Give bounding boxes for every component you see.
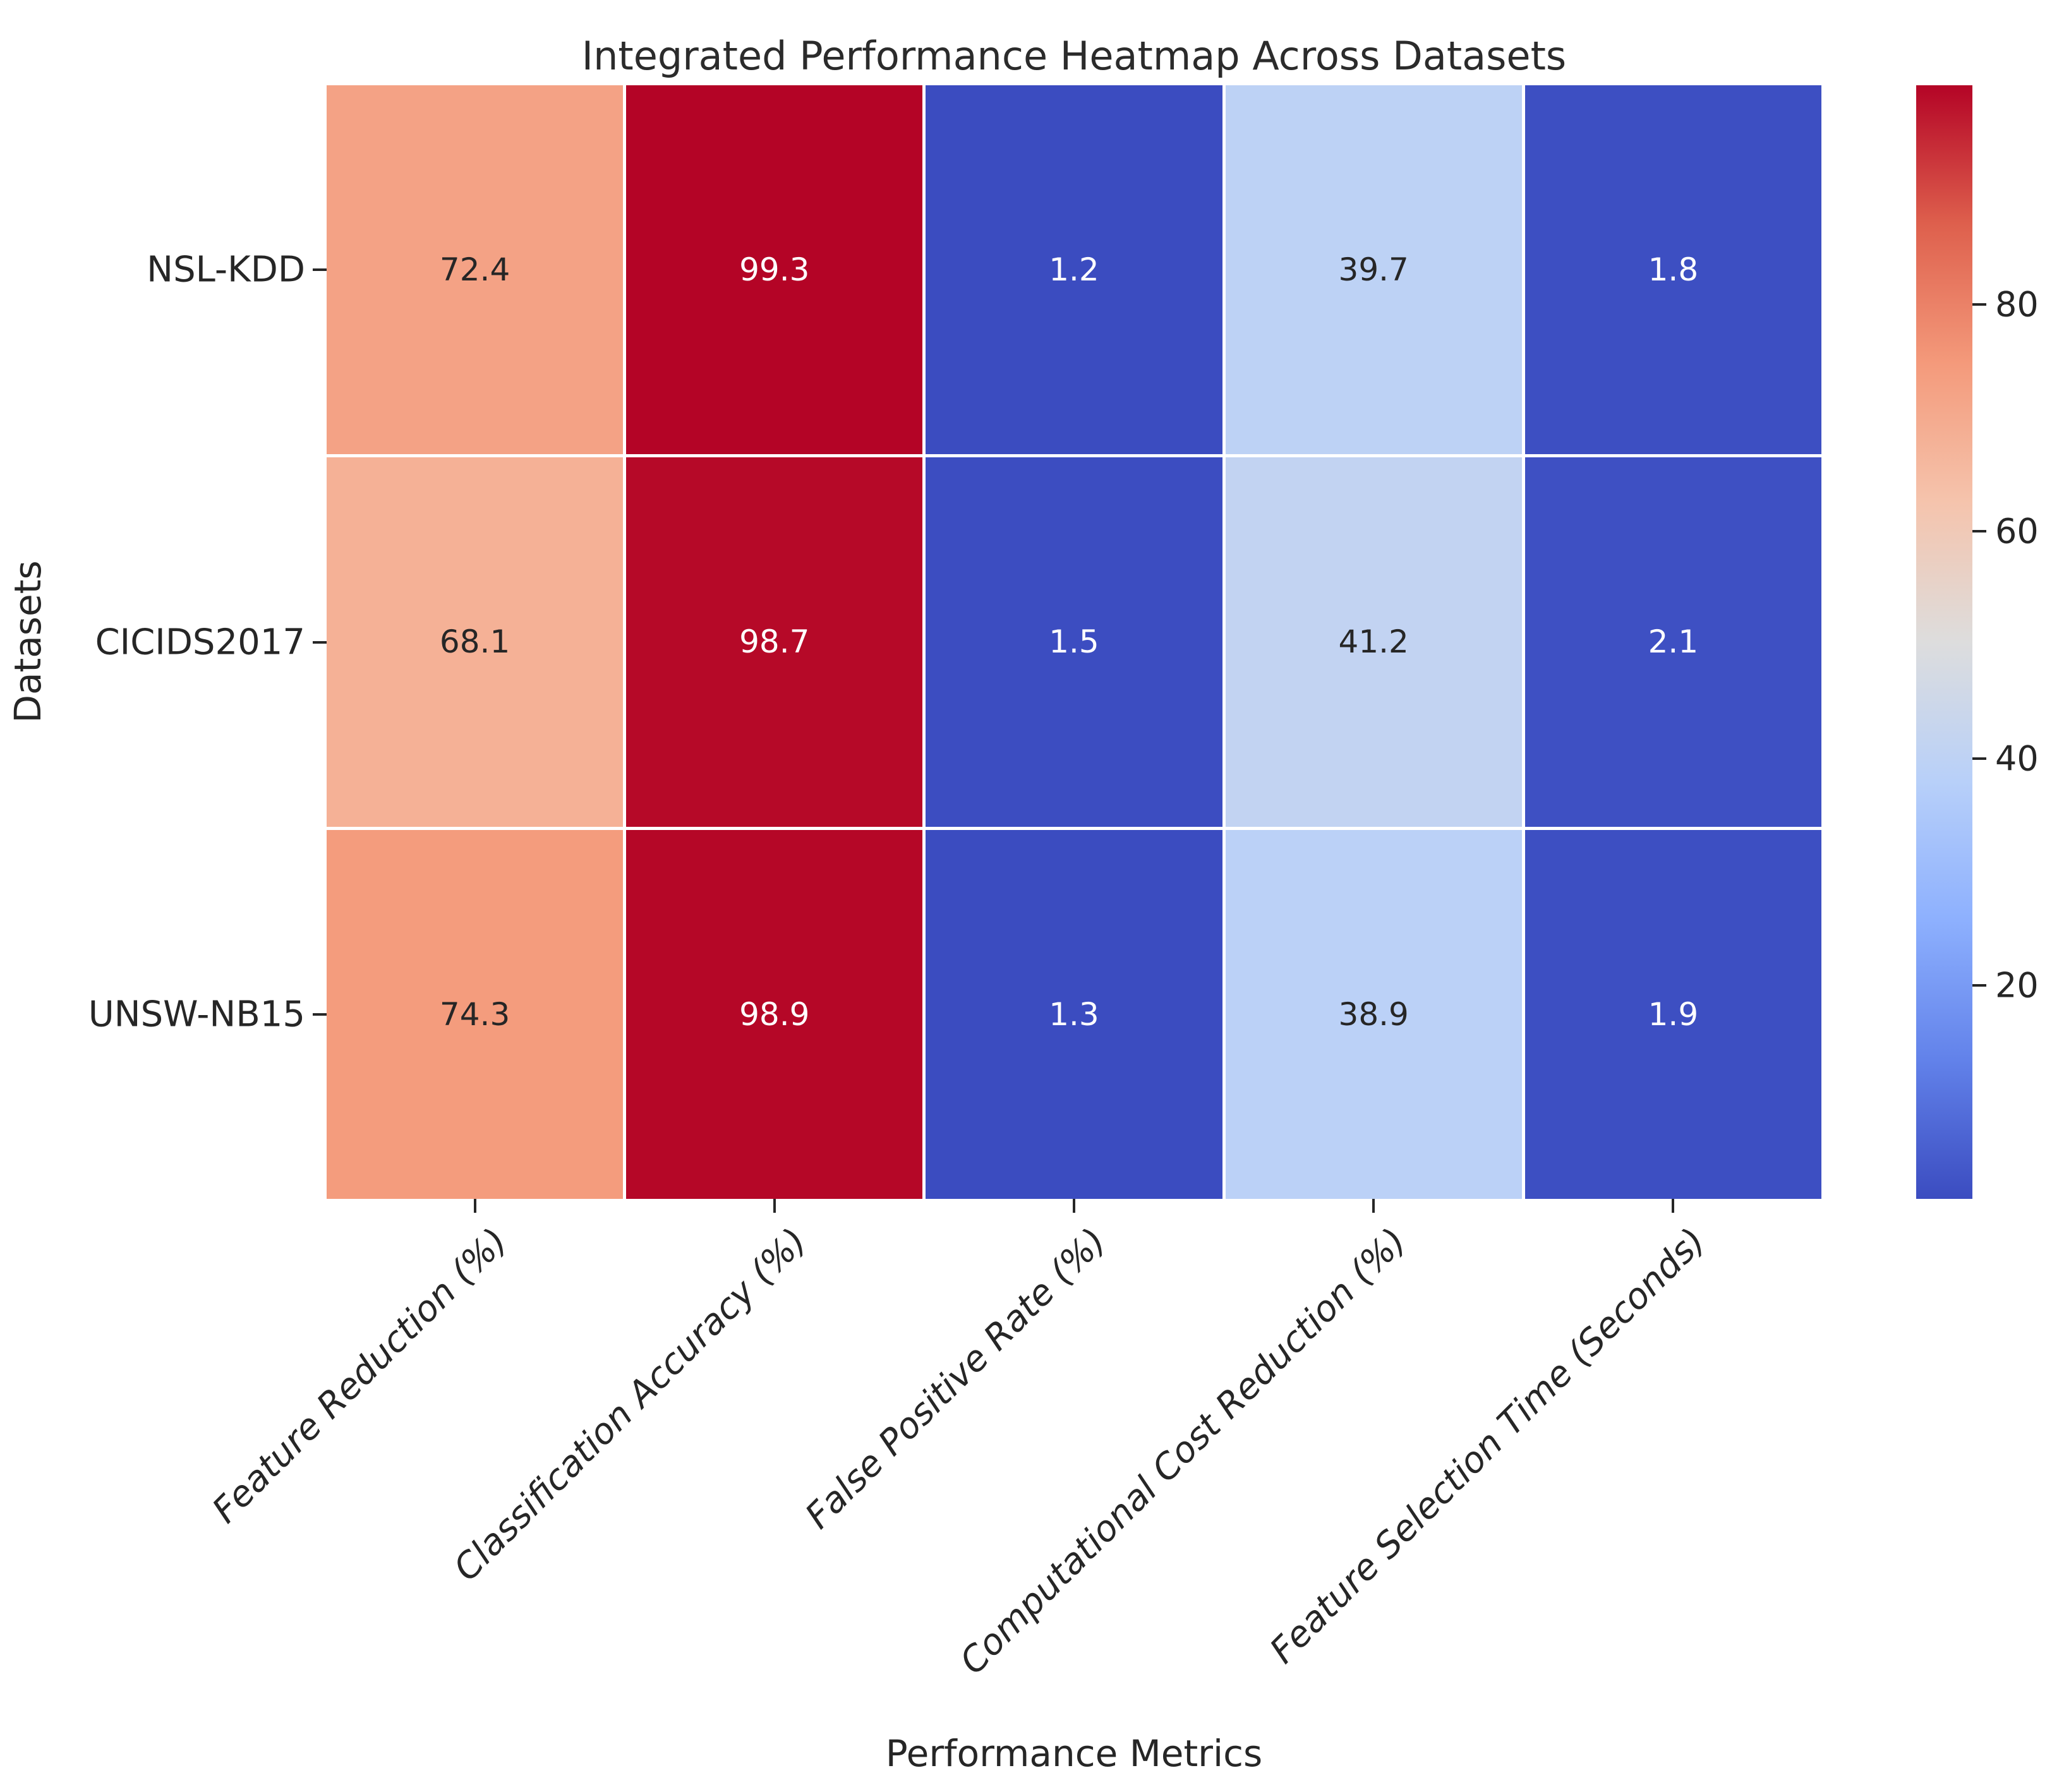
cell-value-label: 98.7 xyxy=(739,623,810,661)
y-tick-label: NSL-KDD xyxy=(147,249,305,291)
x-tick-label: False Positive Rate (%) xyxy=(797,1220,1114,1537)
colorbar xyxy=(1916,85,1972,1199)
heatmap-cell: 1.8 xyxy=(1524,85,1821,455)
cell-value-label: 41.2 xyxy=(1338,623,1409,661)
x-axis-title: Performance Metrics xyxy=(885,1732,1263,1775)
cell-value-label: 1.9 xyxy=(1648,995,1699,1033)
cell-value-label: 38.9 xyxy=(1338,995,1409,1033)
cell-value-label: 98.9 xyxy=(739,995,810,1033)
x-tick-label: Feature Reduction (%) xyxy=(204,1220,516,1532)
heatmap-cell: 98.9 xyxy=(626,829,923,1199)
heatmap-cell: 1.2 xyxy=(926,85,1222,455)
heatmap-cell: 38.9 xyxy=(1225,829,1522,1199)
cell-value-label: 74.3 xyxy=(439,995,510,1033)
cell-value-label: 1.5 xyxy=(1049,623,1099,661)
x-tick-mark xyxy=(1672,1199,1675,1213)
heatmap-cell: 1.9 xyxy=(1524,829,1821,1199)
cell-value-label: 1.8 xyxy=(1648,251,1699,289)
x-tick-mark xyxy=(773,1199,776,1213)
heatmap-cell: 2.1 xyxy=(1524,457,1821,827)
heatmap-cell: 39.7 xyxy=(1225,85,1522,455)
x-tick-label: Classification Accuracy (%) xyxy=(445,1220,815,1589)
cell-value-label: 1.3 xyxy=(1049,995,1099,1033)
x-tick-mark xyxy=(1073,1199,1075,1213)
y-tick-mark xyxy=(313,1013,327,1016)
colorbar-tick-mark xyxy=(1972,757,1986,760)
heatmap-cell: 72.4 xyxy=(327,85,624,455)
heatmap-cell: 1.5 xyxy=(926,457,1222,827)
cell-value-label: 39.7 xyxy=(1338,251,1409,289)
colorbar-tick-label: 80 xyxy=(1995,284,2039,325)
y-tick-label: CICIDS2017 xyxy=(95,622,305,663)
y-tick-mark xyxy=(313,640,327,644)
colorbar-tick-label: 60 xyxy=(1995,511,2039,551)
colorbar-tick-label: 20 xyxy=(1995,965,2039,1006)
cell-value-label: 68.1 xyxy=(439,623,510,661)
cell-value-label: 72.4 xyxy=(439,251,510,289)
heatmap-cell: 74.3 xyxy=(327,829,624,1199)
cell-value-label: 2.1 xyxy=(1648,623,1699,661)
heatmap-cell: 1.3 xyxy=(926,829,1222,1199)
colorbar-tick-label: 40 xyxy=(1995,738,2039,779)
heatmap-cell: 98.7 xyxy=(626,457,923,827)
chart-title: Integrated Performance Heatmap Across Da… xyxy=(581,33,1567,79)
x-tick-mark xyxy=(473,1199,476,1213)
y-tick-mark xyxy=(313,268,327,272)
cell-value-label: 99.3 xyxy=(739,251,810,289)
colorbar-tick-mark xyxy=(1972,984,1986,987)
heatmap-grid: 72.4 99.3 1.2 39.7 1.8 68.1 98.7 1.5 41.2 2.1 74.3… xyxy=(327,85,1821,1199)
x-tick-mark xyxy=(1372,1199,1375,1213)
heatmap-cell: 99.3 xyxy=(626,85,923,455)
y-tick-label: UNSW-NB15 xyxy=(88,994,305,1035)
heatmap-cell: 68.1 xyxy=(327,457,624,827)
colorbar-tick-mark xyxy=(1972,303,1986,306)
heatmap-cell: 41.2 xyxy=(1225,457,1522,827)
colorbar-tick-mark xyxy=(1972,530,1986,533)
cell-value-label: 1.2 xyxy=(1049,251,1099,289)
y-axis-title: Datasets xyxy=(6,560,49,723)
